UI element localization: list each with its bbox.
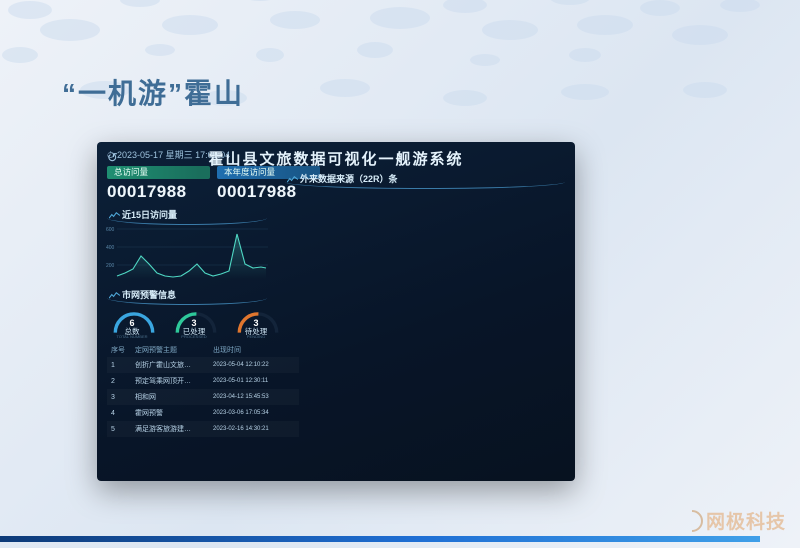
svg-text:400: 400 [106, 245, 115, 251]
svg-text:600: 600 [106, 227, 115, 233]
svg-text:200: 200 [106, 263, 115, 269]
